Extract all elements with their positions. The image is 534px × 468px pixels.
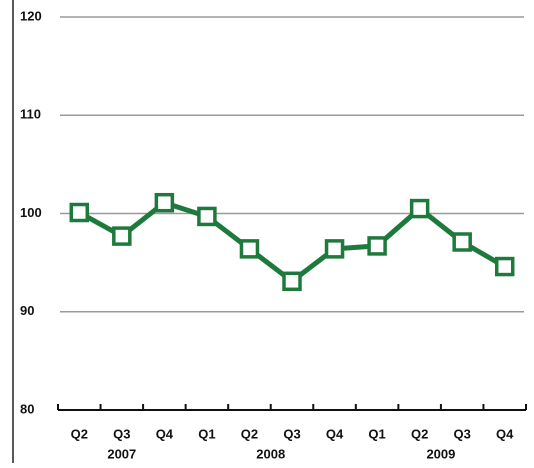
x-tick-label: Q1 xyxy=(368,426,385,441)
marker xyxy=(239,239,260,259)
marker xyxy=(282,271,302,292)
y-tick-label: 100 xyxy=(20,205,42,220)
line xyxy=(78,200,506,284)
x-tick-label: Q3 xyxy=(454,426,471,441)
x-tick-label: Q2 xyxy=(71,426,88,441)
x-tick-label: Q4 xyxy=(326,426,344,441)
marker xyxy=(324,239,345,259)
marker xyxy=(409,198,430,219)
marker xyxy=(112,226,132,246)
marker xyxy=(69,202,90,223)
y-tick-label: 120 xyxy=(20,8,42,23)
marker xyxy=(494,256,515,277)
marker xyxy=(452,232,472,252)
x-tick-label: Q2 xyxy=(411,426,428,441)
year-label: 2008 xyxy=(256,446,285,461)
marker xyxy=(367,236,387,256)
y-tick-label: 110 xyxy=(20,107,41,122)
y-tick-label: 90 xyxy=(20,303,34,318)
x-tick-label: Q4 xyxy=(156,426,174,441)
y-tick-label: 80 xyxy=(20,401,34,416)
x-tick-label: Q1 xyxy=(198,426,215,441)
year-label: 2009 xyxy=(426,446,455,461)
year-label: 2007 xyxy=(107,446,136,461)
x-tick-label: Q2 xyxy=(241,426,258,441)
marker xyxy=(154,192,175,213)
marker xyxy=(197,206,217,227)
x-tick-label: Q3 xyxy=(283,426,300,441)
x-tick-label: Q3 xyxy=(113,426,130,441)
x-tick-label: Q4 xyxy=(496,426,514,441)
